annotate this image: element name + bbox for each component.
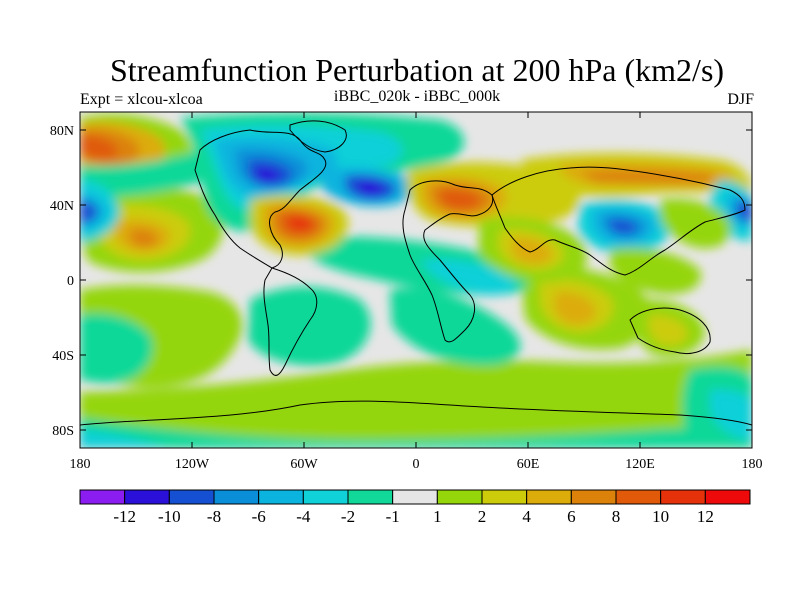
lon-label: 60E <box>517 457 540 472</box>
experiment-label: Expt = xlcou-xlcoa <box>80 91 203 108</box>
colorbar-label: 12 <box>697 507 714 526</box>
colorbar-swatch <box>481 489 528 505</box>
plot-title: Streamfunction Perturbation at 200 hPa (… <box>109 52 725 88</box>
australia-coast <box>629 307 711 355</box>
lon-label: 120E <box>625 457 655 472</box>
colorbar-label: 10 <box>652 507 669 526</box>
colorbar-swatch <box>526 489 572 505</box>
asia-coast <box>491 166 746 276</box>
colorbar-label: -10 <box>158 507 181 526</box>
colorbar-label: 2 <box>478 507 487 526</box>
colorbar-label: 6 <box>567 507 576 526</box>
colorbar-swatch <box>660 489 706 505</box>
lat-label: 80S <box>52 424 74 439</box>
lat-label: 0 <box>67 274 74 289</box>
latitude-labels: 80N 40N 0 40S 80S <box>50 124 74 439</box>
colorbar-swatch <box>392 489 438 505</box>
lon-label: 180 <box>70 457 91 472</box>
colorbar-label: -4 <box>296 507 311 526</box>
colorbar-swatch <box>213 489 260 505</box>
south-america-coast <box>263 267 318 376</box>
colorbar-swatch <box>168 489 215 505</box>
season-label: DJF <box>727 91 754 108</box>
lon-label: 120W <box>175 457 210 472</box>
colorbar-label: -6 <box>252 507 266 526</box>
colorbar-label: -1 <box>386 507 400 526</box>
coastlines <box>80 120 752 426</box>
north-america-coast <box>194 129 327 269</box>
colorbar-swatch <box>302 489 349 505</box>
colorbar-swatch <box>436 489 483 505</box>
colorbar-swatch <box>570 489 617 505</box>
lon-label: 0 <box>413 457 420 472</box>
antarctica-coast <box>80 400 752 426</box>
colorbar-label: -8 <box>207 507 221 526</box>
colorbar-label: -12 <box>113 507 136 526</box>
lon-label: 180 <box>742 457 763 472</box>
colorbar-swatch <box>79 489 126 505</box>
colorbar-swatch <box>615 489 662 505</box>
longitude-labels: 180 120W 60W 0 60E 120E 180 <box>70 457 763 472</box>
colorbar-swatch <box>258 489 304 505</box>
colorbar-swatch <box>124 489 170 505</box>
greenland-coast <box>289 120 347 153</box>
lat-label: 40N <box>50 199 74 214</box>
lon-label: 60W <box>290 457 318 472</box>
colorbar: -12 -10 -8 -6 -4 -2 -1 1 2 4 6 8 10 12 <box>79 489 751 526</box>
colorbar-label: -2 <box>341 507 355 526</box>
lat-label: 80N <box>50 124 74 139</box>
difference-label: iBBC_020k - iBBC_000k <box>333 88 501 105</box>
colorbar-label: 1 <box>433 507 442 526</box>
lat-label: 40S <box>52 349 74 364</box>
streamfunction-field <box>80 112 752 448</box>
colorbar-label: 4 <box>522 507 531 526</box>
colorbar-swatch <box>347 489 394 505</box>
axis-ticks <box>79 112 753 448</box>
colorbar-label: 8 <box>612 507 621 526</box>
colorbar-swatch <box>704 489 751 505</box>
